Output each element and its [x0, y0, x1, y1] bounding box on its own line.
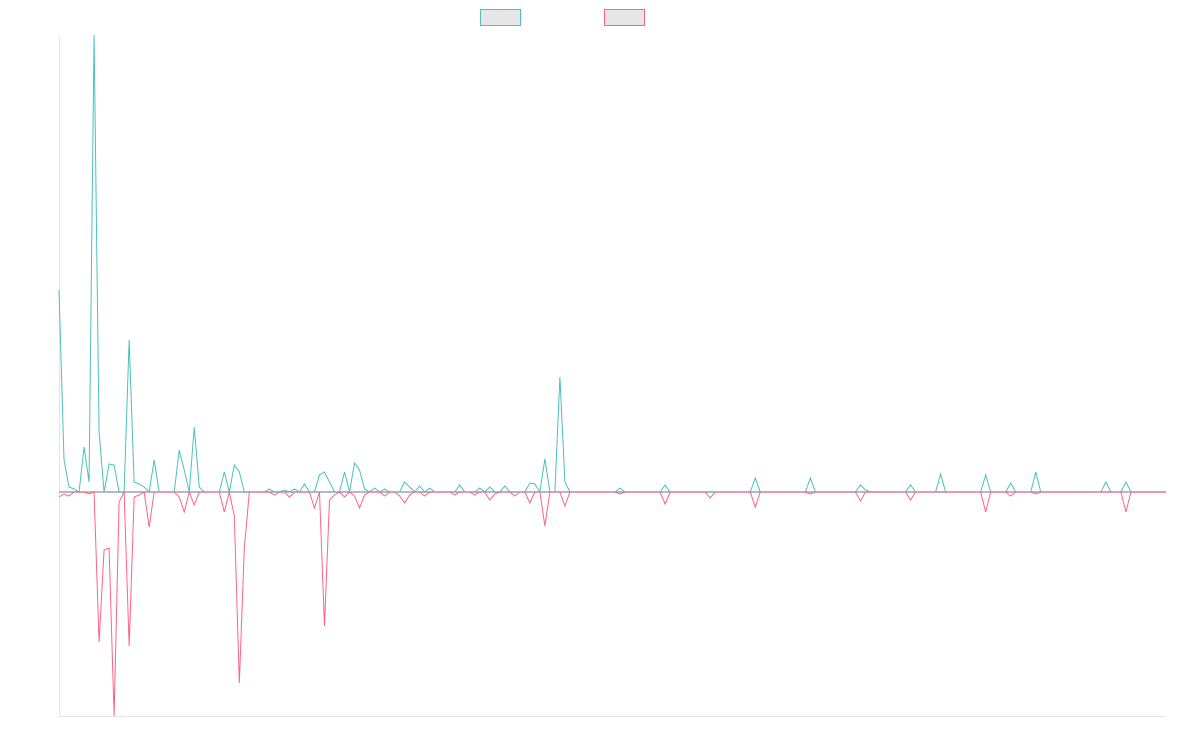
series-line — [58, 34, 1166, 494]
legend-swatch — [480, 9, 521, 26]
series-line — [58, 490, 1166, 717]
legend-swatch — [604, 9, 645, 26]
